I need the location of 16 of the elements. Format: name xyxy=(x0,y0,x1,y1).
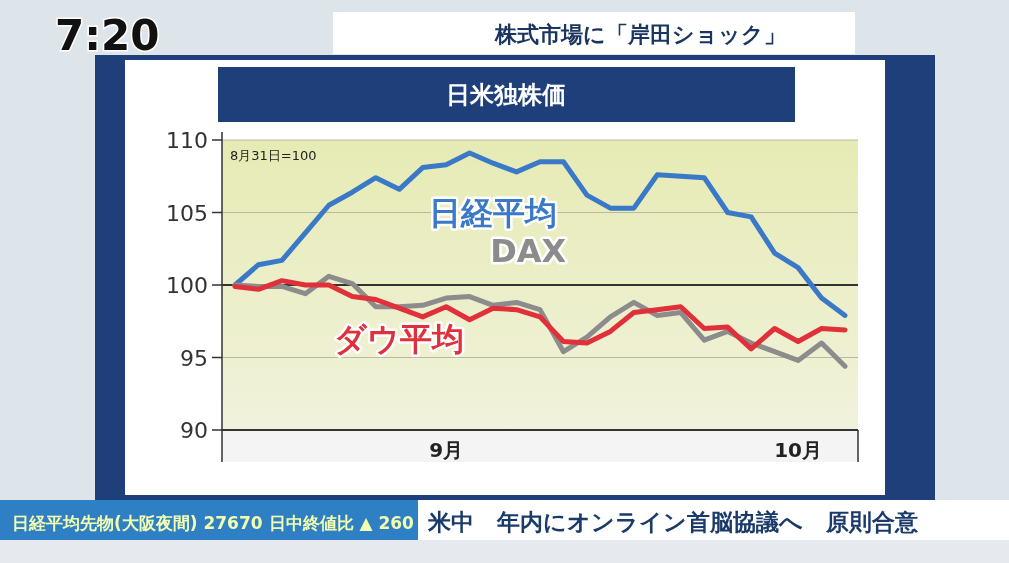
text: 7:20 xyxy=(55,11,160,60)
series-label: 日経平均 xyxy=(429,194,558,233)
y-tick-label: 110 xyxy=(166,128,208,153)
text: 米中 年内にオンライン首脳協議へ 原則合意 xyxy=(427,509,919,535)
text: 日経平均先物(大阪夜間) 27670 日中終値比 ▲ 260 xyxy=(12,513,415,533)
y-tick-label: 105 xyxy=(166,200,208,226)
y-tick-label: 90 xyxy=(180,418,208,443)
y-tick-label: 95 xyxy=(180,345,208,371)
y-tick-label: 100 xyxy=(166,273,208,298)
x-tick-label: 9月 xyxy=(429,438,464,462)
chart-subtitle: 株式市場に「岸田ショック」 xyxy=(493,22,786,47)
series-label: ダウ平均 xyxy=(334,320,465,359)
annotation: 8月31日=100 xyxy=(230,148,317,163)
series-label: DAX xyxy=(490,231,567,270)
chart-title: 日米独株価 xyxy=(446,81,566,109)
x-tick-label: 10月 xyxy=(774,438,822,462)
